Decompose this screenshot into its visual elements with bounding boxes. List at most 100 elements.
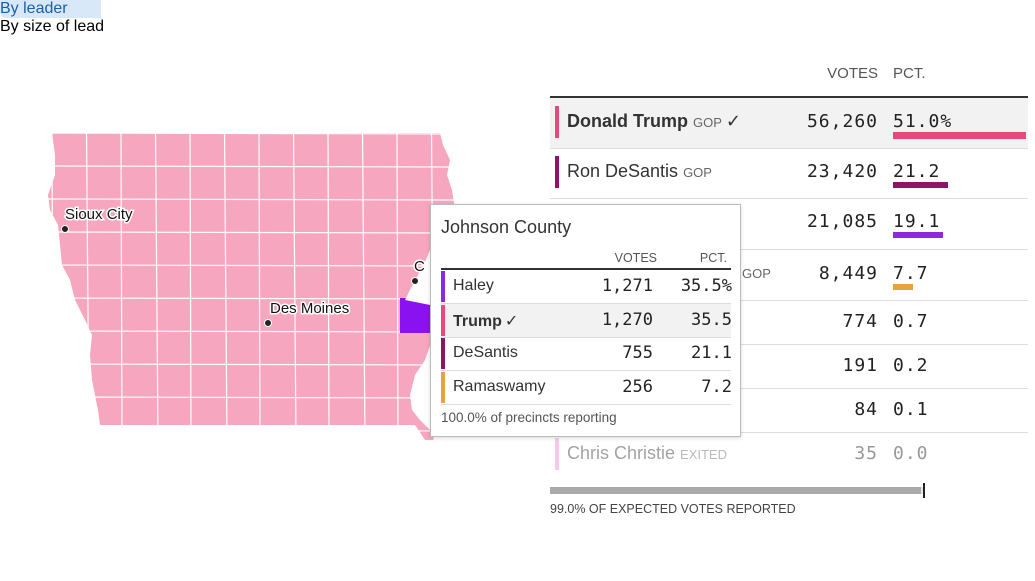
- candidate-color: [441, 304, 445, 336]
- map: Sioux City Des Moines C: [48, 133, 455, 440]
- county-border: [120, 133, 123, 440]
- pct: 19.1: [893, 211, 941, 232]
- county-border: [48, 264, 455, 267]
- candidate-color: [555, 156, 559, 188]
- county-border: [361, 133, 366, 440]
- candidate: Ron DeSantis GOP: [567, 161, 712, 182]
- pct: 7.2: [701, 376, 732, 397]
- pct: 35.5%: [680, 276, 732, 296]
- candidate-color: [441, 338, 445, 369]
- candidate: Ramaswamy: [453, 378, 545, 396]
- votes: 1,270: [601, 309, 653, 330]
- county-border: [327, 133, 330, 440]
- city-dot: [264, 319, 272, 327]
- votes: 256: [622, 376, 653, 397]
- votes: 84: [854, 399, 878, 420]
- state-fill: [48, 133, 455, 440]
- candidate: Chris Christie EXITED: [567, 443, 727, 464]
- candidate-name: Trump: [453, 312, 502, 330]
- city-label: C: [414, 258, 425, 275]
- result-row: [550, 388, 1028, 432]
- reported-label: 99.0% OF EXPECTED VOTES REPORTED: [550, 502, 796, 516]
- pct-bar: [893, 232, 943, 238]
- pct: 0.1: [893, 399, 929, 420]
- result-row: [550, 249, 1028, 300]
- tooltip-rule: [441, 268, 731, 270]
- city-dot: [61, 225, 69, 233]
- city-label: Sioux City: [65, 206, 133, 223]
- tooltip: Johnson County VOTES PCT. Haley 1,271 35.5% Tr…: [430, 204, 741, 437]
- candidate-color: [555, 106, 559, 138]
- tab[interactable]: By leader: [0, 0, 101, 18]
- result-row: [550, 148, 1028, 198]
- party: GOP: [693, 115, 722, 130]
- candidate: Donald Trump GOP ✓: [567, 111, 741, 132]
- column-header: PCT.: [893, 65, 926, 82]
- city-dot: [411, 277, 419, 285]
- candidate: Haley: [453, 277, 494, 295]
- result-row: [550, 432, 1028, 476]
- tooltip-header: VOTES: [614, 251, 657, 265]
- tooltip-row: [441, 337, 731, 371]
- votes: 1,271: [601, 276, 653, 296]
- party: GOP: [742, 266, 771, 281]
- tooltip-row: [441, 303, 731, 338]
- party: GOP: [683, 165, 712, 180]
- votes: 56,260: [806, 111, 878, 132]
- county-border: [189, 133, 192, 440]
- candidate: Trump ✓: [453, 311, 518, 331]
- pct: 0.7: [893, 311, 929, 332]
- pct: 21.2: [893, 161, 941, 182]
- progress-bar: [550, 487, 922, 494]
- city-label: Des Moines: [270, 300, 349, 317]
- tooltip-row: [441, 371, 731, 405]
- tab[interactable]: By size of lead: [0, 18, 105, 35]
- winner-check: ✓: [504, 312, 519, 330]
- pct-bar: [893, 284, 914, 290]
- candidate-color: [441, 371, 445, 403]
- pct: 35.5: [691, 309, 732, 330]
- candidate: DeSantis: [453, 344, 518, 362]
- county-border: [48, 198, 455, 201]
- tooltip-footer: 100.0% of precincts reporting: [441, 410, 617, 425]
- winner-check: ✓: [725, 111, 741, 131]
- tooltip-header: PCT.: [699, 251, 727, 265]
- county-border: [51, 133, 54, 440]
- candidate-color: [555, 438, 559, 470]
- county-border: [48, 231, 455, 234]
- candidate-name: Chris Christie: [567, 443, 676, 463]
- county-border: [223, 133, 228, 440]
- party: EXITED: [680, 447, 727, 462]
- votes: 23,420: [806, 161, 878, 182]
- votes: 8,449: [818, 263, 878, 284]
- result-row: [550, 300, 1028, 344]
- candidate-color: [441, 271, 445, 302]
- pct: 0.2: [893, 355, 929, 376]
- result-row: [550, 96, 1028, 148]
- county-border: [154, 133, 159, 440]
- result-row: [550, 198, 1028, 249]
- candidate-name: Donald Trump: [567, 111, 688, 131]
- votes: 191: [842, 355, 878, 376]
- county-border: [48, 429, 455, 432]
- candidate-name: DeSantis: [453, 344, 518, 361]
- state-shape: [48, 133, 455, 440]
- county-border: [292, 133, 297, 440]
- votes: 35: [854, 443, 878, 464]
- pct: 51.0%: [893, 111, 953, 132]
- county-border: [48, 363, 455, 366]
- tooltip-title: Johnson County: [441, 217, 572, 237]
- county-border: [48, 396, 455, 399]
- candidate-name: Ron DeSantis: [567, 161, 679, 181]
- county-border: [396, 133, 399, 440]
- county-highlight: [400, 298, 430, 333]
- pct: 0.0: [893, 443, 929, 464]
- pct: 7.7: [893, 263, 929, 284]
- county-border: [48, 330, 455, 333]
- pct: 21.1: [691, 343, 732, 363]
- progress-end: [923, 483, 925, 498]
- votes: 755: [622, 343, 653, 363]
- county-border: [48, 297, 455, 300]
- candidate-name: Haley: [453, 277, 494, 294]
